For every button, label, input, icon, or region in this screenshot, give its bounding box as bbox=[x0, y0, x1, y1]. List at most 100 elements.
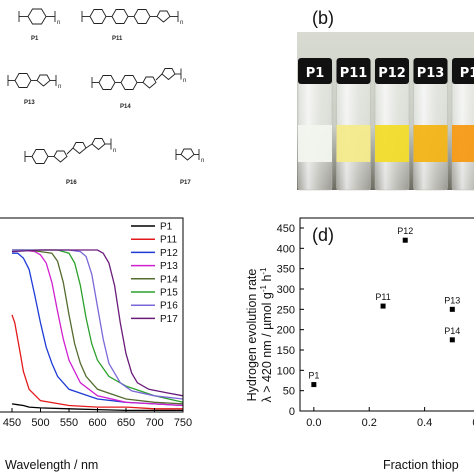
spectra-x-axis-title: Wavelength / nm bbox=[5, 458, 98, 472]
hydrogen-y-axis-subtitle: λ > 420 nm / µmol g-1 h-1 bbox=[259, 267, 274, 403]
data-point-p11 bbox=[380, 303, 386, 309]
vial-solution bbox=[336, 125, 371, 162]
hydrogen-frame bbox=[299, 217, 474, 412]
structure-p1 bbox=[18, 8, 56, 25]
spectrum-line-p15 bbox=[12, 249, 184, 403]
repeat-subscript: n bbox=[57, 20, 60, 26]
spectrum-line-p16 bbox=[12, 249, 184, 400]
y-tick-label: 250 bbox=[277, 304, 295, 316]
hydrogen-points: P1 P11 P12 P13 P14 bbox=[308, 226, 460, 388]
structure-label-p14: P14 bbox=[120, 104, 131, 110]
x-tick-label: 500 bbox=[31, 417, 49, 429]
vial-cap bbox=[336, 58, 371, 84]
x-tick-label: 700 bbox=[145, 417, 163, 429]
hydrogen-panel: Hydrogen evolution rate λ > 420 nm / µmo… bbox=[245, 217, 474, 472]
y-tick-label: 50 bbox=[283, 386, 295, 398]
legend-label-p12: P12 bbox=[160, 248, 178, 259]
y-tick-label: 300 bbox=[277, 284, 295, 296]
vial-cap bbox=[413, 58, 448, 84]
y-title-line-2: λ > 420 nm / µmol g bbox=[260, 292, 274, 402]
y-title-line-1: Hydrogen evolution rate bbox=[245, 269, 259, 402]
hydrogen-x-axis-title: Fraction thiop bbox=[383, 458, 459, 472]
legend-label-p16: P16 bbox=[160, 301, 178, 312]
x-tick-label: 450 bbox=[3, 417, 21, 429]
repeat-subscript: n bbox=[58, 84, 61, 90]
vial-solution bbox=[298, 125, 332, 162]
x-tick-label: 0.2 bbox=[362, 417, 377, 429]
spectrum-line-p14 bbox=[12, 249, 184, 405]
structure-label-p11: P11 bbox=[112, 36, 123, 42]
structure-label-p13: P13 bbox=[24, 100, 35, 106]
vial: P1 bbox=[451, 58, 474, 191]
repeat-subscript: n bbox=[113, 148, 116, 154]
x-tick-label: 550 bbox=[60, 417, 78, 429]
y-title-sup-1: -1 bbox=[259, 284, 268, 292]
data-point-p13 bbox=[449, 306, 455, 312]
legend-label-p15: P15 bbox=[160, 288, 178, 299]
structures-panel: n P1 n P11 n P13 bbox=[7, 8, 204, 186]
repeat-subscript: n bbox=[183, 78, 186, 84]
y-tick-label: 200 bbox=[277, 325, 295, 337]
vial-cap bbox=[452, 58, 474, 84]
x-tick-label: 0.0 bbox=[306, 417, 321, 429]
vial-solution bbox=[413, 125, 448, 162]
legend-label-p1: P1 bbox=[160, 222, 173, 233]
spectra-panel: 450 500 550 600 650 700 750 P1 P11 P12 P13 P14 P15 P… bbox=[0, 217, 192, 472]
y-title-sup-2: -1 bbox=[259, 267, 268, 275]
point-label-p1: P1 bbox=[308, 371, 319, 381]
vial-solution bbox=[375, 125, 409, 162]
data-point-p1 bbox=[311, 382, 317, 388]
point-label-p12: P12 bbox=[397, 226, 413, 236]
spectrum-line-p13 bbox=[12, 249, 184, 407]
panel-label-d: (d) bbox=[312, 225, 334, 245]
structure-label-p16: P16 bbox=[66, 180, 77, 186]
y-tick-label: 100 bbox=[277, 365, 295, 377]
vial-cap bbox=[375, 58, 409, 84]
spectrum-line-p17 bbox=[11, 249, 184, 397]
repeat-subscript: n bbox=[201, 158, 204, 164]
spectrum-line-p12 bbox=[12, 252, 184, 407]
legend-label-p14: P14 bbox=[160, 274, 178, 285]
vial: P1 bbox=[297, 58, 333, 191]
vial: P11 bbox=[336, 58, 371, 191]
point-label-p11: P11 bbox=[375, 292, 390, 302]
spectra-series bbox=[11, 249, 184, 412]
structure-p17 bbox=[175, 148, 200, 161]
y-tick-label: 400 bbox=[277, 243, 295, 255]
vial-label: P1 bbox=[460, 66, 474, 81]
x-tick-label: 0.4 bbox=[417, 417, 432, 429]
vial: P13 bbox=[413, 58, 448, 191]
data-point-p12 bbox=[402, 237, 408, 243]
y-tick-label: 450 bbox=[277, 223, 295, 235]
point-label-p13: P13 bbox=[444, 295, 460, 305]
structure-p13 bbox=[7, 73, 57, 88]
structure-p16 bbox=[24, 138, 112, 164]
spectrum-line-p1 bbox=[11, 403, 183, 412]
vial-label: P11 bbox=[340, 66, 368, 81]
panel-label-b: (b) bbox=[312, 8, 334, 28]
structure-label-p17: P17 bbox=[180, 180, 191, 186]
vial-cap bbox=[298, 58, 332, 84]
x-tick-label: 750 bbox=[174, 417, 192, 429]
x-tick-label: 650 bbox=[117, 417, 135, 429]
vial-photo: P1 P11 P12 P13 P1 bbox=[297, 32, 474, 191]
vial-label: P1 bbox=[306, 66, 325, 81]
y-tick-label: 350 bbox=[277, 264, 295, 276]
vial-label: P13 bbox=[417, 66, 445, 81]
structure-p14 bbox=[91, 68, 182, 90]
structure-label-p1: P1 bbox=[31, 36, 39, 42]
vial-row: P1 P11 P12 P13 P1 bbox=[297, 58, 474, 191]
structure-p11 bbox=[81, 9, 179, 24]
y-tick-label: 0 bbox=[289, 406, 295, 418]
legend-label-p11: P11 bbox=[160, 235, 177, 246]
spectrum-line-p11 bbox=[11, 314, 183, 410]
legend-label-p13: P13 bbox=[160, 261, 178, 272]
x-tick-label: 600 bbox=[88, 417, 106, 429]
vial-label: P12 bbox=[378, 66, 406, 81]
vial: P12 bbox=[374, 58, 410, 191]
spectra-legend: P1 P11 P12 P13 P14 P15 P16 P17 bbox=[131, 222, 178, 325]
spectra-frame bbox=[0, 217, 184, 413]
repeat-subscript: n bbox=[180, 20, 183, 26]
hydrogen-y-ticks: 0 50 100 150 200 250 300 350 400 450 bbox=[277, 223, 304, 418]
